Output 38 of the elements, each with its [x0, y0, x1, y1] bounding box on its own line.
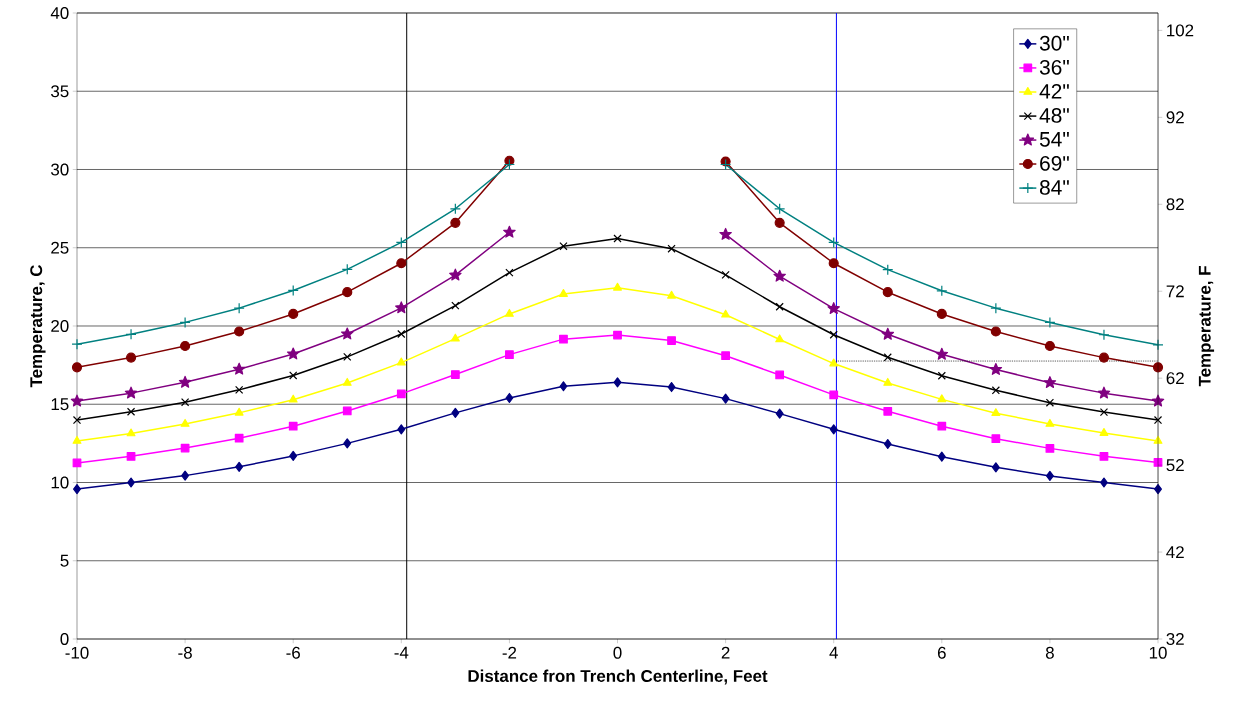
x-tick-label: 0 — [613, 646, 622, 659]
y-tick-label: 30 — [51, 163, 69, 176]
x-tick-label: -10 — [65, 646, 89, 659]
y-tick-label: 10 — [51, 476, 69, 489]
x-tick-label: -8 — [178, 646, 192, 659]
legend-label: 84" — [1039, 180, 1069, 195]
legend-label: 30" — [1039, 35, 1069, 51]
x-tick-label: -2 — [502, 646, 517, 659]
y2-axis-title: Temperature, F — [1198, 266, 1215, 387]
y2-tick-label: 92 — [1166, 111, 1184, 124]
y2-tick-label: 82 — [1166, 198, 1184, 211]
y2-tick-label: 42 — [1166, 546, 1184, 558]
y-tick-label: 0 — [60, 633, 69, 645]
y2-tick-label: 32 — [1166, 633, 1184, 645]
x-tick-label: 8 — [1045, 646, 1054, 659]
legend-label: 48" — [1039, 108, 1069, 123]
y2-tick-label: 62 — [1166, 372, 1184, 385]
x-tick-label: 4 — [829, 646, 838, 659]
y-tick-label: 25 — [51, 241, 69, 254]
y2-tick-label: 72 — [1166, 285, 1184, 298]
legend-label: 69" — [1040, 155, 1069, 171]
x-tick-label: -4 — [394, 646, 409, 659]
y-tick-label: 40 — [50, 7, 69, 19]
y-axis-title: Temperature, C — [30, 264, 46, 388]
x-tick-label: 6 — [937, 646, 946, 659]
x-axis-title: Distance fron Trench Centerline, Feet — [468, 669, 768, 685]
legend-label: 36" — [1039, 59, 1069, 75]
y2-tick-label: 52 — [1166, 459, 1184, 472]
y2-tick-label: 102 — [1167, 24, 1194, 37]
y-tick-label: 20 — [51, 320, 69, 332]
y-tick-label: 35 — [51, 85, 69, 98]
y-tick-label: 15 — [51, 398, 69, 411]
x-tick-label: 2 — [721, 646, 730, 659]
legend-label: 42" — [1039, 83, 1069, 99]
x-tick-label: 10 — [1149, 646, 1167, 659]
y-tick-label: 5 — [60, 554, 69, 567]
x-tick-label: -6 — [286, 646, 300, 659]
legend-label: 54" — [1039, 132, 1069, 147]
